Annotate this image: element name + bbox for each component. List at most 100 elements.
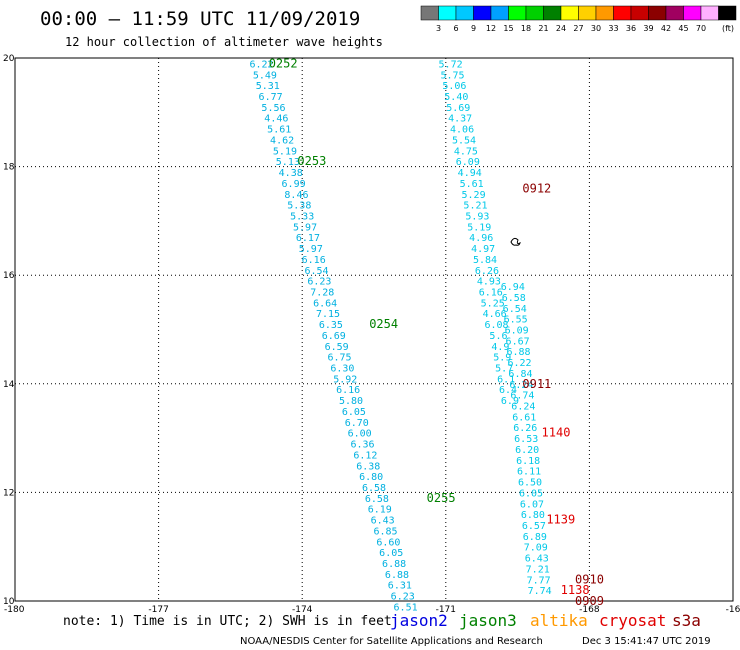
footnote: note: 1) Time is in UTC; 2) SWH is in fe… xyxy=(63,614,392,629)
wave-height-label: 6.64 xyxy=(313,298,337,309)
wave-height-label: 4.66 xyxy=(483,309,507,320)
wave-height-label: 6.51 xyxy=(394,602,418,613)
wave-height-label: 6.09 xyxy=(505,326,529,337)
wave-height-label: 6.57 xyxy=(522,521,546,532)
wave-height-label: 6.00 xyxy=(348,429,372,440)
legend-swatch xyxy=(508,5,527,21)
wave-height-label: 4.75 xyxy=(454,146,478,157)
wave-height-label: 5.06 xyxy=(442,81,466,92)
wave-height-label: 5.97 xyxy=(293,222,317,233)
legend-label: 70 xyxy=(696,24,706,33)
chart-subtitle: 12 hour collection of altimeter wave hei… xyxy=(65,35,383,49)
wave-height-label: 4.97 xyxy=(471,244,495,255)
wave-height-label: 7.09 xyxy=(524,543,548,554)
legend-swatch xyxy=(490,5,509,21)
legend-swatch xyxy=(455,5,474,21)
legend-label: 30 xyxy=(591,24,601,33)
wave-height-label: 5.38 xyxy=(287,201,311,212)
wave-height-label: 6.54 xyxy=(503,304,527,315)
wave-height-label: 6.84 xyxy=(508,369,532,380)
wave-height-label: 5.33 xyxy=(290,211,314,222)
chart-title: 00:00 – 11:59 UTC 11/09/2019 xyxy=(40,8,360,30)
wave-height-label: 6.70 xyxy=(345,418,369,429)
wave-height-label: 7.74 xyxy=(528,586,552,597)
grid-lines xyxy=(15,58,733,601)
y-tick-label: 18 xyxy=(3,163,15,173)
legend-swatch xyxy=(578,5,597,21)
satellite-name: jason2 xyxy=(390,611,448,630)
legend-swatch xyxy=(543,5,562,21)
legend-label: 15 xyxy=(503,24,513,33)
pass-number-label: 0909 xyxy=(575,594,604,608)
wave-height-label: 6.24 xyxy=(509,380,533,391)
wave-height-label: 6.16 xyxy=(479,287,503,298)
plot-frame xyxy=(14,57,734,602)
pass-number-label: 1140 xyxy=(542,426,571,440)
legend-swatch xyxy=(630,5,649,21)
wave-height-label: 6.59 xyxy=(325,342,349,353)
wave-height-label: 6.89 xyxy=(523,532,547,543)
legend-swatch xyxy=(438,5,457,21)
wave-height-label: 6.80 xyxy=(521,510,545,521)
wave-height-label: 6.05 xyxy=(379,548,403,559)
wave-height-label: 6.35 xyxy=(319,320,343,331)
pass-number-label: 1138 xyxy=(561,583,590,597)
footer-credit: NOAA/NESDIS Center for Satellite Applica… xyxy=(240,636,543,647)
wave-height-label: 6.67 xyxy=(506,336,530,347)
y-tick-label: 14 xyxy=(3,380,15,390)
legend-label: 36 xyxy=(626,24,636,33)
wave-height-label: 6.08 xyxy=(484,320,508,331)
wave-height-label: 5.40 xyxy=(444,92,468,103)
wave-height-label: 6.22 xyxy=(249,59,273,70)
wave-height-label: 4.37 xyxy=(448,114,472,125)
satellite-name: altika xyxy=(530,611,588,630)
wave-height-label: 5.31 xyxy=(256,81,280,92)
wave-height-label: 5.84 xyxy=(473,255,497,266)
wave-height-label: 5.97 xyxy=(299,244,323,255)
wave-height-label: 5.9 xyxy=(493,353,511,364)
wave-height-label: 6.88 xyxy=(382,559,406,570)
legend-swatch xyxy=(613,5,632,21)
wave-height-label: 7.28 xyxy=(310,287,334,298)
wave-height-label: 5.25 xyxy=(481,298,505,309)
wave-height-label: 6.69 xyxy=(322,331,346,342)
wave-height-label: 6.22 xyxy=(507,358,531,369)
wave-height-label: 6.85 xyxy=(373,526,397,537)
wave-height-label: 6.53 xyxy=(514,434,538,445)
wave-height-label: 6.43 xyxy=(371,516,395,527)
legend-label: 21 xyxy=(538,24,548,33)
wave-height-label: 6.09 xyxy=(456,157,480,168)
wave-height-label: 6.20 xyxy=(515,445,539,456)
wave-height-label: 5.72 xyxy=(439,59,463,70)
legend-swatch xyxy=(700,5,719,21)
x-tick-label: -168 xyxy=(579,605,600,615)
wave-height-tracks: 6.225.495.316.775.564.465.614.625.195.13… xyxy=(249,59,551,613)
wave-height-label: 6.74 xyxy=(510,391,534,402)
x-tick-label: -180 xyxy=(4,605,25,615)
satellite-name: s3a xyxy=(672,611,701,630)
wave-height-label: 4.9 xyxy=(491,342,509,353)
wave-height-label: 6.58 xyxy=(502,293,526,304)
wave-height-label: 6.99 xyxy=(282,179,306,190)
wave-height-label: 6.38 xyxy=(356,461,380,472)
wave-height-label: 6.55 xyxy=(504,315,528,326)
wave-height-label: 6.58 xyxy=(365,494,389,505)
y-tick-label: 20 xyxy=(3,54,15,64)
wave-height-label: 6.16 xyxy=(302,255,326,266)
wave-height-label: 6.4 xyxy=(499,385,517,396)
wave-height-label: 6.77 xyxy=(259,92,283,103)
legend-swatch xyxy=(648,5,667,21)
wave-height-label: 6.80 xyxy=(359,472,383,483)
wave-height-label: 6.05 xyxy=(519,488,543,499)
wave-height-label: 6.58 xyxy=(362,483,386,494)
wave-height-label: 6.19 xyxy=(368,505,392,516)
wave-height-label: 4.38 xyxy=(279,168,303,179)
pass-number-label: 0911 xyxy=(522,377,551,391)
wave-height-label: 5.13 xyxy=(276,157,300,168)
legend-label: 3 xyxy=(436,24,441,33)
wave-height-label: 5.61 xyxy=(267,125,291,136)
axis-ticks: -180 -177 -174 -171 -168 -16 20 18 16 14 12 10 xyxy=(3,54,740,615)
y-tick-label: 16 xyxy=(3,271,15,281)
legend-swatch xyxy=(560,5,579,21)
wave-height-label: 7.15 xyxy=(316,309,340,320)
